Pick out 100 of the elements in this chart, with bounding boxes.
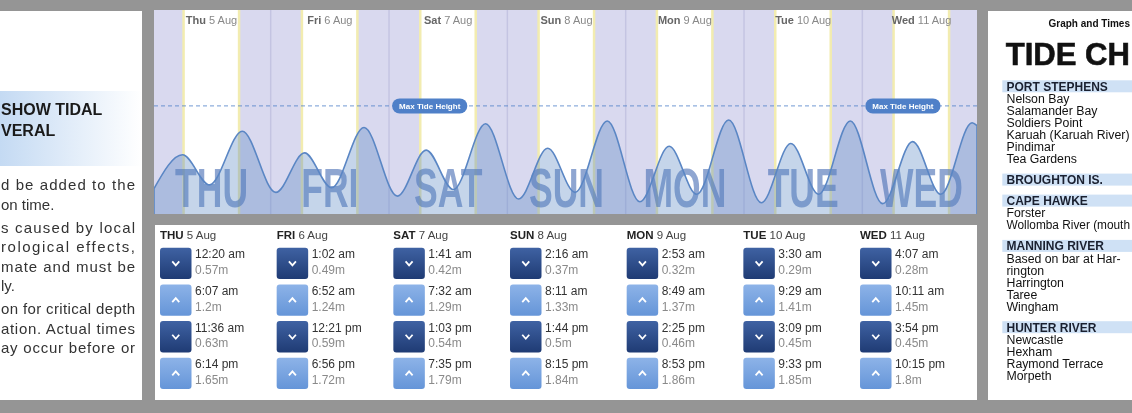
text: SHOW TIDAL VERAL xyxy=(1,101,103,139)
text: 9:33 pm xyxy=(778,357,822,372)
text: 8:49 am xyxy=(661,284,706,298)
text: 1.33m xyxy=(545,299,579,314)
text: 0.49m xyxy=(311,263,346,277)
text: ation. Actual times xyxy=(1,319,135,337)
text: 0.5m xyxy=(545,336,572,351)
text: 1.85m xyxy=(778,373,812,388)
text: 0.54m xyxy=(428,336,462,351)
text: 3:54 pm xyxy=(895,320,939,335)
text: 3:30 am xyxy=(778,247,822,262)
text: s caused by local xyxy=(1,218,135,236)
text: Forster xyxy=(1006,206,1046,221)
text: 10:11 am xyxy=(895,284,945,298)
text: 1.84m xyxy=(545,373,579,388)
text: 0.29m xyxy=(778,263,812,277)
text: 0.45m xyxy=(778,336,812,351)
text: Newcastle xyxy=(1006,332,1064,347)
x-tick-label: Sat 7 Aug xyxy=(424,14,473,26)
text: 8:15 pm xyxy=(545,357,589,372)
annotation: FRI xyxy=(301,157,359,220)
text: Karuah (Karuah River) xyxy=(1006,128,1130,142)
text: 0.63m xyxy=(195,336,229,351)
text: MANNING RIVER xyxy=(1006,239,1105,254)
text: 1.86m xyxy=(661,373,696,388)
text: on for critical depth xyxy=(1,300,135,318)
text: 0.28m xyxy=(895,263,929,277)
text: 12:21 pm xyxy=(311,320,362,335)
text: 2:25 pm xyxy=(661,320,706,335)
annotation: SUN xyxy=(529,157,605,220)
text: 1.45m xyxy=(895,299,929,314)
text: CAPE HAWKE xyxy=(1006,194,1088,208)
text: 1.2m xyxy=(195,299,222,314)
text: PORT STEPHENS xyxy=(1006,79,1108,94)
text: HUNTER RIVER xyxy=(1006,320,1097,335)
text: Wollomba River (mouth xyxy=(1006,218,1132,233)
text: Soldiers Point xyxy=(1006,116,1083,130)
text: 1.24m xyxy=(311,299,346,314)
text: mate and must be xyxy=(1,257,135,275)
text: 0.32m xyxy=(661,263,696,277)
text: FRI 6 Aug xyxy=(276,229,328,242)
x-tick-label: Mon 9 Aug xyxy=(657,14,712,26)
text: rington xyxy=(1006,263,1045,278)
text: 3:09 pm xyxy=(778,320,822,335)
text: Salamander Bay xyxy=(1006,104,1099,118)
text: Raymond Terrace xyxy=(1006,356,1104,371)
text: 0.45m xyxy=(895,336,929,351)
text: 8:11 am xyxy=(545,284,588,298)
text: Wingham xyxy=(1006,299,1059,314)
text: THU 5 Aug xyxy=(160,229,217,242)
text: ly. xyxy=(1,277,15,295)
text: 1:44 pm xyxy=(545,320,589,335)
text: 0.37m xyxy=(545,263,579,277)
text: Tea Gardens xyxy=(1006,152,1077,166)
text: 6:52 am xyxy=(311,284,356,298)
text: 1.29m xyxy=(428,299,462,314)
text: 8:53 pm xyxy=(661,357,706,372)
text: 0.57m xyxy=(195,263,229,277)
text: 2:16 am xyxy=(545,247,589,262)
text: 0.46m xyxy=(661,336,696,351)
text: BROUGHTON IS. xyxy=(1006,173,1103,187)
text: 1.79m xyxy=(428,373,462,388)
text: 0.42m xyxy=(428,263,462,277)
text: 1:41 am xyxy=(428,247,472,262)
text: 6:07 am xyxy=(195,284,239,298)
x-tick-label: Sun 8 Aug xyxy=(540,14,593,26)
annotation: SAT xyxy=(413,157,483,220)
x-tick-label: Thu 5 Aug xyxy=(185,14,238,26)
text: SAT 7 Aug xyxy=(393,229,449,242)
text: d be added to the xyxy=(1,176,135,193)
text: Pindimar xyxy=(1006,140,1056,154)
text: Max Tide Height xyxy=(872,101,934,111)
text: 0.59m xyxy=(311,336,346,351)
text: 11:36 am xyxy=(195,320,245,335)
text: 4:07 am xyxy=(895,247,939,262)
text: 1.41m xyxy=(778,299,812,314)
annotation: MON xyxy=(643,157,727,220)
text: 1.37m xyxy=(661,299,696,314)
text: 1:03 pm xyxy=(428,320,472,335)
text: Nelson Bay xyxy=(1006,92,1071,106)
text: Taree xyxy=(1006,287,1038,302)
text: 7:32 am xyxy=(428,284,472,298)
text: 6:56 pm xyxy=(311,357,356,372)
text: 9:29 am xyxy=(778,284,822,298)
text: 1.8m xyxy=(895,373,922,388)
text: on time. xyxy=(1,195,55,213)
text: 7:35 pm xyxy=(428,357,472,372)
text: 12:20 am xyxy=(195,247,246,262)
text: 1:02 am xyxy=(311,247,356,262)
text: ay occur before or xyxy=(1,339,135,357)
text: Graph and Times xyxy=(1048,17,1131,29)
text: TIDE CH xyxy=(1005,36,1132,72)
text: Based on bar at Har- xyxy=(1006,251,1121,266)
text: 10:15 pm xyxy=(895,357,946,372)
text: 2:53 am xyxy=(661,247,706,262)
text: 1.65m xyxy=(195,373,229,388)
text: rological effects, xyxy=(1,238,135,256)
text: Hexham xyxy=(1006,344,1053,359)
text: MON 9 Aug xyxy=(626,229,687,242)
text: TUE 10 Aug xyxy=(743,229,806,242)
